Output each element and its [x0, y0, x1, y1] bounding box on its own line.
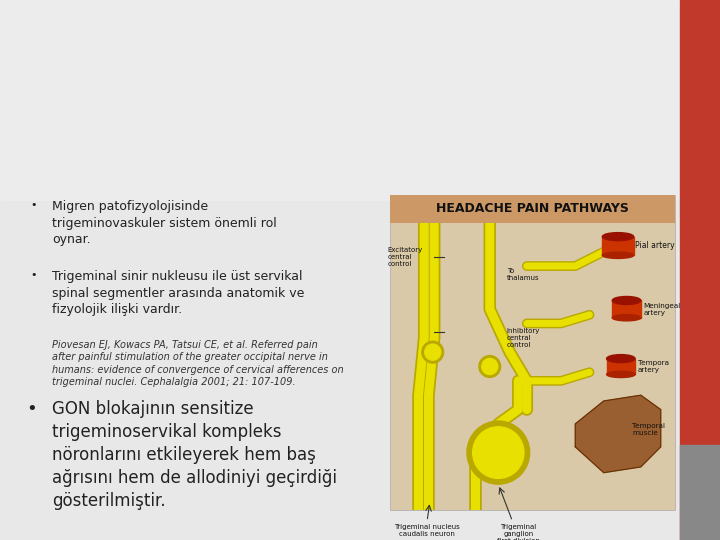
Bar	[0, 0, 680, 200]
Circle shape	[422, 341, 444, 363]
Ellipse shape	[603, 233, 634, 241]
Circle shape	[482, 359, 498, 375]
Bar	[606, 359, 635, 374]
Bar	[612, 300, 641, 318]
Ellipse shape	[603, 252, 634, 259]
Polygon shape	[575, 395, 661, 472]
Text: Pial artery: Pial artery	[635, 241, 675, 251]
Circle shape	[467, 421, 530, 484]
Bar	[680, 0, 720, 540]
Bar	[603, 237, 634, 255]
Text: Inhibitory
central
control: Inhibitory central control	[507, 328, 540, 348]
Text: Excitatory
central
control: Excitatory central control	[387, 247, 423, 267]
Text: Tempora
artery: Tempora artery	[638, 360, 669, 373]
Text: To
thalamus: To thalamus	[507, 268, 539, 281]
Ellipse shape	[612, 296, 641, 305]
Text: •: •	[30, 200, 37, 210]
Text: Trigeminal
ganglion
first division: Trigeminal ganglion first division	[497, 524, 540, 540]
Bar	[390, 195, 675, 510]
Bar	[390, 195, 675, 223]
Ellipse shape	[606, 371, 635, 377]
Text: HEADACHE PAIN PATHWAYS: HEADACHE PAIN PATHWAYS	[436, 202, 629, 215]
Circle shape	[479, 356, 500, 377]
Text: •: •	[30, 270, 37, 280]
Circle shape	[425, 344, 441, 360]
Circle shape	[472, 427, 524, 478]
Text: Temporal
muscle: Temporal muscle	[632, 423, 665, 436]
Ellipse shape	[606, 355, 635, 363]
Text: Migren patofizyolojisinde
trigeminovaskuler sistem önemli rol
oynar.: Migren patofizyolojisinde trigeminovasku…	[52, 200, 276, 246]
Text: Trigeminal nucleus
caudalis neuron: Trigeminal nucleus caudalis neuron	[394, 524, 460, 537]
Text: •: •	[26, 400, 37, 418]
Text: Trigeminal sinir nukleusu ile üst servikal
spinal segmentler arasında anatomik v: Trigeminal sinir nukleusu ile üst servik…	[52, 270, 305, 316]
Ellipse shape	[612, 315, 641, 321]
Bar	[680, 445, 720, 540]
Text: GON blokajının sensitize
trigeminoservikal kompleks
nöronlarını etkileyerek hem : GON blokajının sensitize trigeminoservik…	[52, 400, 337, 510]
Text: Piovesan EJ, Kowacs PA, Tatsui CE, et al. Referred pain
after painful stimulatio: Piovesan EJ, Kowacs PA, Tatsui CE, et al…	[52, 340, 343, 387]
Text: Meningeal
artery: Meningeal artery	[644, 302, 681, 315]
